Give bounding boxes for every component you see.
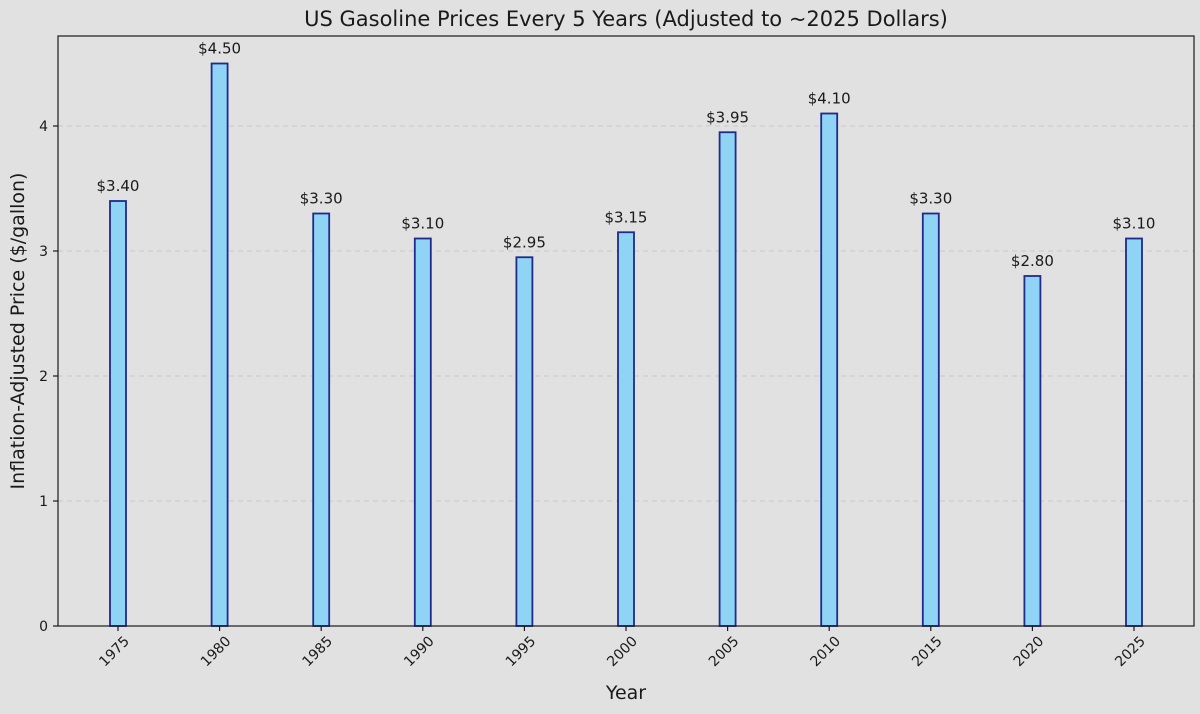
bar-2000 bbox=[617, 231, 635, 627]
data-label-1985: $3.30 bbox=[300, 190, 343, 208]
data-label-1975: $3.40 bbox=[97, 177, 140, 195]
x-tick-label-1995: 1995 bbox=[503, 634, 540, 671]
chart-title: US Gasoline Prices Every 5 Years (Adjust… bbox=[304, 7, 948, 31]
x-tick-label-2000: 2000 bbox=[604, 634, 641, 671]
x-tick-label-1985: 1985 bbox=[300, 634, 337, 671]
x-tick-label-2025: 2025 bbox=[1112, 634, 1149, 671]
y-tick-label: 3 bbox=[39, 244, 48, 260]
y-axis-ticks: 0 1 2 3 4 bbox=[39, 119, 58, 635]
data-label-2010: $4.10 bbox=[808, 90, 851, 108]
data-label-1995: $2.95 bbox=[503, 233, 546, 251]
bar-1985 bbox=[312, 212, 331, 627]
y-tick-label: 4 bbox=[39, 119, 48, 135]
bar-2020 bbox=[1023, 275, 1042, 627]
bar-1975 bbox=[109, 200, 127, 627]
data-label-1990: $3.10 bbox=[401, 215, 444, 233]
y-tick-label: 2 bbox=[39, 369, 48, 385]
bar-2005 bbox=[718, 131, 737, 627]
data-labels: $3.40 $4.50 $3.30 $3.10 $2.95 $3.15 $3.95 $4.10… bbox=[97, 40, 1156, 271]
y-tick-label: 0 bbox=[39, 619, 48, 635]
x-tick-label-1975: 1975 bbox=[96, 634, 133, 671]
data-label-2020: $2.80 bbox=[1011, 252, 1054, 270]
x-tick-label-1980: 1980 bbox=[198, 634, 235, 671]
bar-1995 bbox=[515, 256, 534, 627]
plot-frame bbox=[57, 35, 1195, 627]
data-label-2015: $3.30 bbox=[909, 190, 952, 208]
bar-1980 bbox=[210, 62, 229, 627]
bar-2015 bbox=[921, 212, 940, 627]
y-axis-label: Inflation-Adjusted Price ($/gallon) bbox=[7, 173, 29, 490]
data-label-2000: $3.15 bbox=[605, 208, 648, 226]
x-axis-ticks: 1975 1980 1985 1990 1995 2000 2005 2010 2015 2020… bbox=[96, 626, 1149, 670]
data-label-2005: $3.95 bbox=[706, 108, 749, 126]
bar-1990 bbox=[413, 237, 432, 627]
data-label-2025: $3.10 bbox=[1113, 215, 1156, 233]
x-tick-label-1990: 1990 bbox=[401, 634, 438, 671]
y-tick-label: 1 bbox=[39, 494, 48, 510]
x-tick-label-2015: 2015 bbox=[909, 634, 946, 671]
x-tick-label-2005: 2005 bbox=[706, 634, 743, 671]
x-tick-label-2020: 2020 bbox=[1011, 634, 1048, 671]
bars bbox=[109, 62, 1143, 627]
bar-2025 bbox=[1125, 237, 1143, 627]
data-label-1980: $4.50 bbox=[198, 40, 241, 58]
bar-2010 bbox=[820, 112, 839, 627]
x-tick-label-2010: 2010 bbox=[808, 634, 845, 671]
x-axis-label: Year bbox=[605, 682, 646, 704]
